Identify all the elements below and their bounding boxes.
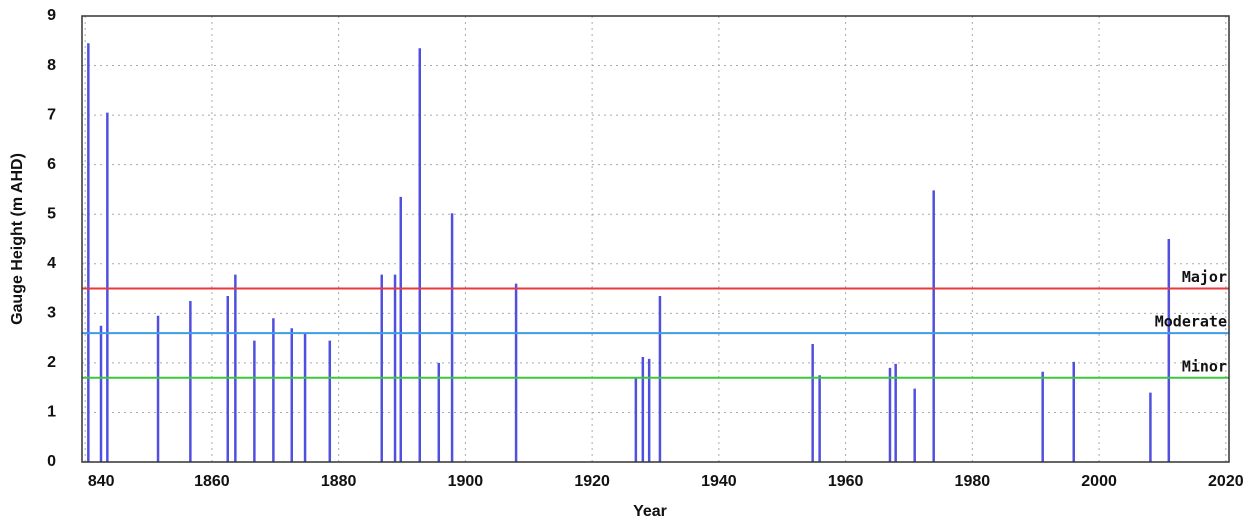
y-tick-label: 3 — [47, 305, 56, 322]
x-tick-label: 2020 — [1208, 473, 1244, 490]
x-tick-label: 1900 — [448, 473, 484, 490]
threshold-label: Minor — [1182, 357, 1227, 375]
x-tick-label: 1880 — [321, 473, 357, 490]
y-tick-label: 9 — [47, 7, 56, 24]
threshold-label: Moderate — [1155, 313, 1227, 331]
y-tick-label: 4 — [47, 255, 56, 272]
y-tick-label: 0 — [47, 453, 56, 470]
y-tick-label: 1 — [47, 404, 56, 421]
y-tick-label: 2 — [47, 354, 56, 371]
x-tick-label: 1940 — [701, 473, 737, 490]
y-tick-label: 7 — [47, 106, 56, 123]
threshold-label: Major — [1182, 268, 1227, 286]
x-axis-label: Year — [633, 503, 667, 520]
y-tick-label: 5 — [47, 205, 56, 222]
x-tick-label: 2000 — [1081, 473, 1117, 490]
x-tick-label: 840 — [88, 473, 115, 490]
x-tick-label: 1980 — [955, 473, 991, 490]
x-tick-label: 1860 — [194, 473, 230, 490]
x-tick-label: 1920 — [574, 473, 610, 490]
y-axis-label: Gauge Height (m AHD) — [9, 153, 26, 325]
plot-frame — [81, 15, 1230, 463]
x-tick-label: 1960 — [828, 473, 864, 490]
y-tick-label: 6 — [47, 156, 56, 173]
y-tick-label: 8 — [47, 57, 56, 74]
